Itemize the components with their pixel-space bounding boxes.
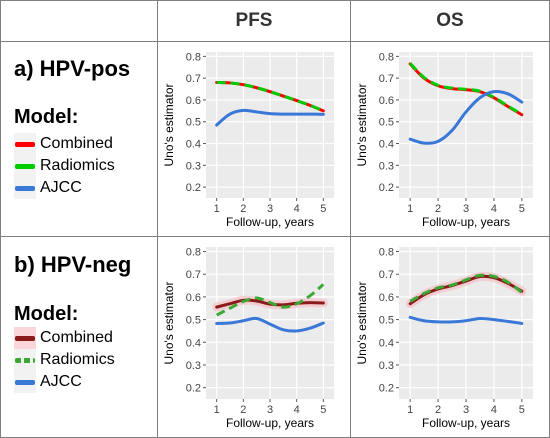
y-tick-label: 0.6 — [379, 95, 394, 107]
series-line-ajcc — [215, 108, 325, 127]
legend-swatch-ajcc — [14, 177, 36, 199]
x-tick-label: 5 — [519, 404, 525, 416]
legend-swatch-ajcc — [14, 371, 36, 393]
legend-swatch-combined — [14, 133, 36, 155]
x-tick-label: 2 — [240, 203, 246, 215]
x-tick-label: 4 — [294, 203, 300, 215]
series-line-radiomics — [409, 62, 523, 116]
y-tick-label: 0.5 — [186, 117, 201, 129]
legend-swatch-combined — [14, 327, 36, 349]
x-tick-label: 4 — [491, 203, 497, 215]
chart-a-pfs: 0.2 0.3 0.4 0.5 0.6 0.7 0.8 1 2 3 4 5 Follow-up, yea… — [162, 51, 334, 229]
legend-label: Radiomics — [40, 157, 115, 174]
y-tick-label: 0.5 — [379, 117, 394, 129]
x-tick-label: 1 — [407, 203, 413, 215]
row-b-title: b) HPV-neg — [14, 252, 132, 277]
series-line-radiomics — [215, 283, 325, 317]
y-tick-label: 0.8 — [186, 247, 201, 259]
y-tick-label: 0.4 — [379, 337, 394, 349]
x-tick-label: 2 — [435, 203, 441, 215]
series-line-ajcc — [408, 89, 524, 145]
row-a-legend-radiomics: Radiomics — [14, 155, 115, 177]
y-tick-label: 0.2 — [186, 383, 201, 395]
y-tick-label: 0.5 — [186, 315, 201, 327]
corner-cell — [0, 0, 158, 42]
y-tick-label: 0.7 — [186, 269, 201, 281]
row-b-legend-radiomics: Radiomics — [14, 349, 115, 371]
x-tick-label: 5 — [320, 404, 326, 416]
y-tick-label: 0.6 — [186, 95, 201, 107]
y-tick-label: 0.2 — [186, 182, 201, 194]
row-a-legend-combined: Combined — [14, 133, 113, 155]
y-tick-label: 0.2 — [379, 182, 394, 194]
x-axis-label: Follow-up, years — [226, 416, 314, 430]
header-pfs: PFS — [157, 0, 351, 42]
x-tick-label: 3 — [463, 203, 469, 215]
x-tick-label: 5 — [519, 203, 525, 215]
x-tick-label: 3 — [267, 404, 273, 416]
legend-label: Combined — [40, 329, 113, 346]
series-line-radiomics — [409, 273, 523, 303]
row-b-legend-title: Model: — [14, 303, 79, 325]
x-axis-label: Follow-up, years — [226, 215, 314, 229]
row-b-legend-ajcc: AJCC — [14, 371, 82, 393]
y-tick-label: 0.3 — [379, 360, 394, 372]
chart-b-pfs: 0.2 0.3 0.4 0.5 0.6 0.7 0.8 1 2 3 4 5 Follow-up, yea… — [162, 247, 334, 430]
y-tick-label: 0.8 — [379, 51, 394, 63]
series-line-radiomics — [216, 81, 324, 113]
y-axis-label: Uno's estimator — [355, 282, 369, 365]
y-axis-label: Uno's estimator — [162, 282, 176, 365]
y-tick-label: 0.4 — [379, 139, 394, 151]
series-line-ajcc — [408, 315, 524, 325]
header-os: OS — [350, 0, 550, 42]
legend-label: AJCC — [40, 179, 82, 196]
row-b-legend-combined: Combined — [14, 327, 113, 349]
y-tick-label: 0.5 — [379, 315, 394, 327]
chart-a-os: 0.2 0.3 0.4 0.5 0.6 0.7 0.8 1 2 3 4 5 Follow-up, yea… — [355, 51, 533, 229]
x-tick-label: 4 — [294, 404, 300, 416]
x-tick-label: 3 — [267, 203, 273, 215]
y-tick-label: 0.7 — [186, 73, 201, 85]
y-tick-label: 0.4 — [186, 337, 201, 349]
x-tick-label: 3 — [463, 404, 469, 416]
y-tick-label: 0.3 — [186, 360, 201, 372]
y-tick-label: 0.4 — [186, 139, 201, 151]
y-axis-label: Uno's estimator — [355, 84, 369, 167]
legend-label: AJCC — [40, 373, 82, 390]
y-tick-label: 0.7 — [379, 73, 394, 85]
y-tick-label: 0.8 — [186, 51, 201, 63]
x-tick-label: 5 — [320, 203, 326, 215]
x-tick-label: 1 — [407, 404, 413, 416]
legend-label: Radiomics — [40, 351, 115, 368]
legend-swatch-radiomics — [14, 155, 36, 177]
y-tick-label: 0.3 — [379, 160, 394, 172]
y-tick-label: 0.3 — [186, 160, 201, 172]
x-tick-label: 4 — [491, 404, 497, 416]
legend-swatch-radiomics — [14, 349, 36, 371]
y-tick-label: 0.8 — [379, 247, 394, 259]
y-axis-label: Uno's estimator — [162, 84, 176, 167]
x-tick-label: 1 — [214, 203, 220, 215]
series-line-ajcc — [215, 316, 325, 333]
legend-label: Combined — [40, 135, 113, 152]
row-a-title: a) HPV-pos — [14, 56, 131, 81]
x-tick-label: 2 — [240, 404, 246, 416]
x-axis-label: Follow-up, years — [422, 416, 510, 430]
row-a-legend-ajcc: AJCC — [14, 177, 82, 199]
chart-b-os: 0.2 0.3 0.4 0.5 0.6 0.7 0.8 1 2 3 4 5 Follow-up, yea… — [355, 247, 533, 430]
y-tick-label: 0.7 — [379, 269, 394, 281]
y-tick-label: 0.2 — [379, 383, 394, 395]
x-tick-label: 2 — [435, 404, 441, 416]
y-tick-label: 0.6 — [379, 292, 394, 304]
y-tick-label: 0.6 — [186, 292, 201, 304]
row-a-legend-title: Model: — [14, 106, 79, 128]
x-axis-label: Follow-up, years — [422, 215, 510, 229]
x-tick-label: 1 — [214, 404, 220, 416]
